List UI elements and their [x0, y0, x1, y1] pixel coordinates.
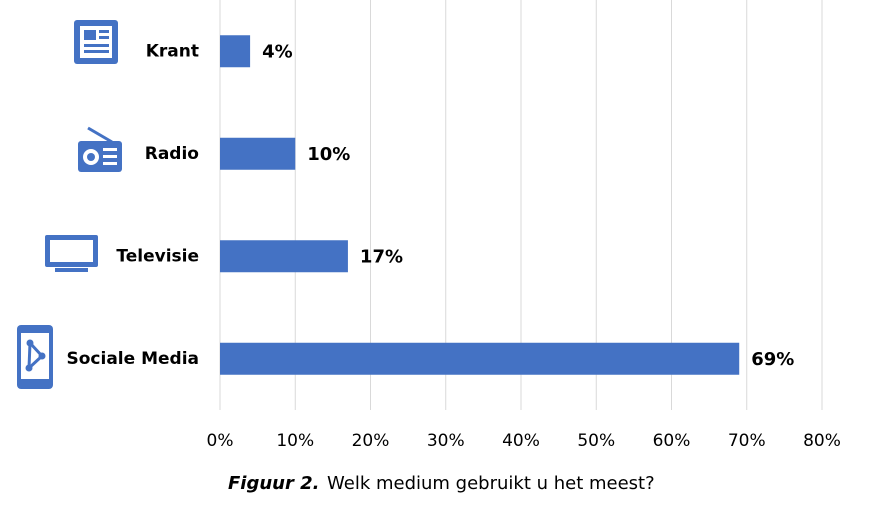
caption: Welk medium gebruikt u het meest? [327, 473, 655, 494]
bar [220, 137, 296, 170]
category-label: Televisie [116, 246, 199, 266]
x-tick-label: 20% [352, 431, 390, 451]
category-label: Krant [146, 41, 199, 61]
category-label: Sociale Media [67, 349, 200, 369]
x-tick-label: 30% [427, 431, 465, 451]
x-tick-label: 60% [653, 431, 691, 451]
icon-newspaper [74, 20, 118, 64]
icon-radio [78, 126, 122, 172]
category-label: Radio [145, 144, 199, 164]
x-tick-label: 10% [276, 431, 314, 451]
value-label: 69% [751, 349, 794, 370]
value-label: 17% [360, 246, 403, 267]
value-label: 4% [262, 41, 293, 62]
icon-phone [17, 325, 53, 389]
value-label: 10% [307, 144, 350, 165]
bar [220, 35, 251, 68]
x-tick-label: 40% [502, 431, 540, 451]
x-tick-label: 70% [728, 431, 766, 451]
x-tick-label: 0% [207, 431, 234, 451]
caption-label: Figuur 2. [228, 473, 320, 494]
bar [220, 342, 740, 375]
bar [220, 240, 348, 273]
x-tick-label: 80% [803, 431, 841, 451]
icon-television [45, 235, 98, 272]
x-tick-label: 50% [577, 431, 615, 451]
